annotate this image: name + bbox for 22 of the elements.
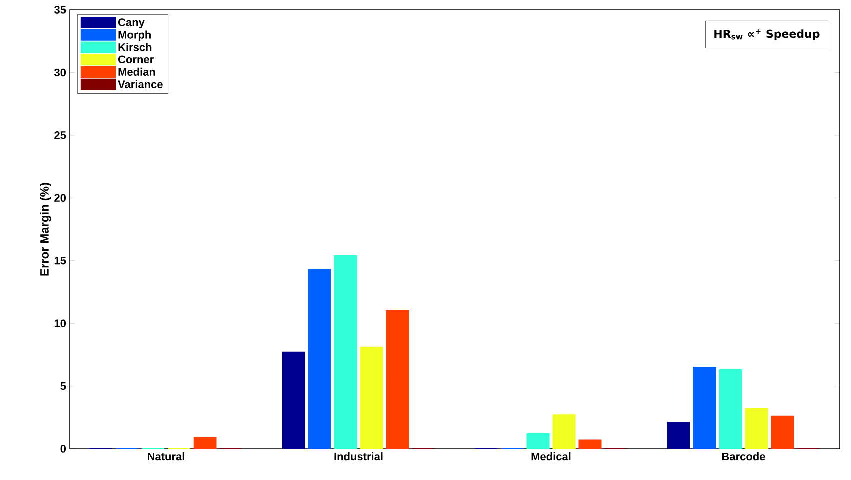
- bar: [308, 269, 332, 449]
- legend-label: Corner: [118, 56, 154, 64]
- legend-label: Median: [118, 68, 156, 76]
- y-tick-label: 20: [54, 194, 66, 202]
- y-tick-label: 10: [54, 320, 66, 328]
- legend-label: Morph: [118, 30, 151, 42]
- x-tick-label: Barcode: [722, 452, 766, 461]
- y-tick-label: 0: [60, 445, 66, 453]
- x-tick-label: Natural: [148, 452, 184, 461]
- x-tick-label: Industrial: [334, 452, 383, 461]
- bar: [693, 366, 716, 449]
- y-tick-label: 35: [54, 6, 66, 14]
- annotation: HR$_{sw}$ ∝$^{+}$ Speedup: [714, 29, 820, 40]
- y-tick-label: 15: [54, 257, 66, 265]
- legend-label: Cany: [118, 18, 145, 29]
- legend-label: Kirsch: [118, 43, 152, 52]
- y-axis-title: Error Margin (%): [40, 183, 52, 276]
- y-tick-label: 25: [54, 132, 66, 140]
- y-tick-label: 30: [54, 68, 66, 77]
- legend-label: Variance: [118, 80, 163, 88]
- x-tick-label: Medical: [532, 452, 571, 461]
- y-tick-label: 5: [60, 382, 66, 390]
